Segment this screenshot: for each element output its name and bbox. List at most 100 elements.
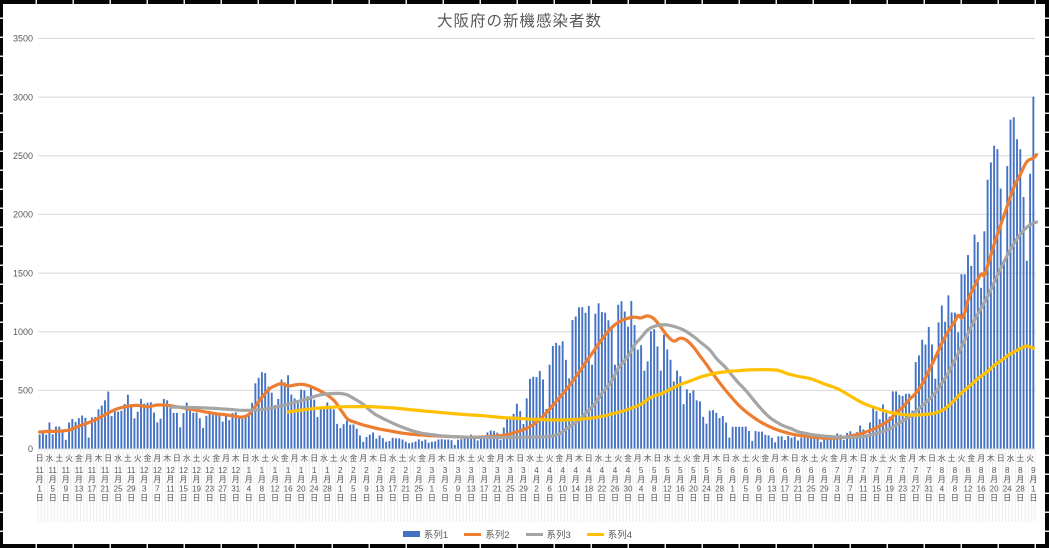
svg-text:金: 金 — [967, 453, 975, 463]
frame-edge-right — [1045, 0, 1049, 548]
svg-text:金: 金 — [212, 453, 220, 463]
chart-title[interactable]: 大阪府の新機感染者数 — [436, 13, 602, 30]
svg-text:月: 月 — [840, 454, 848, 463]
svg-text:日: 日 — [722, 454, 730, 463]
svg-text:土: 土 — [604, 453, 612, 463]
svg-text:日: 日 — [516, 454, 524, 463]
svg-text:3000: 3000 — [13, 92, 33, 102]
svg-text:火: 火 — [614, 454, 622, 463]
svg-text:火: 火 — [820, 454, 828, 463]
svg-text:月: 月 — [153, 454, 161, 463]
svg-text:水: 水 — [526, 453, 534, 463]
svg-text:木: 木 — [163, 453, 171, 463]
legend-swatch-series4 — [586, 532, 604, 536]
legend: 系列1 系列2 系列3 系列4 — [0, 527, 1035, 541]
legend-item-series3[interactable]: 系列3 — [525, 527, 571, 541]
svg-text:水: 水 — [938, 453, 946, 463]
legend-label-series4: 系列4 — [607, 530, 633, 541]
svg-text:火: 火 — [340, 454, 348, 463]
x-axis-date-labels: 11 月 1 日 11 月 5 日 11 月 9 日11 月 13 日 11 月 17 日 11 月 21 日 11 月 25 日 1… — [35, 466, 1037, 503]
svg-text:日: 日 — [379, 454, 387, 463]
svg-text:水: 水 — [251, 453, 259, 463]
svg-text:金: 金 — [75, 453, 83, 463]
svg-text:金: 金 — [349, 453, 357, 463]
svg-text:土: 土 — [467, 453, 475, 463]
svg-text:土: 土 — [399, 453, 407, 463]
legend-swatch-series3 — [525, 532, 543, 536]
svg-text:月: 月 — [85, 454, 93, 463]
svg-text:月: 月 — [703, 454, 711, 463]
svg-text:火: 火 — [958, 454, 966, 463]
svg-text:水: 水 — [1007, 453, 1015, 463]
line-系列2 — [38, 153, 1039, 440]
svg-text:土: 土 — [742, 453, 750, 463]
svg-text:日: 日 — [242, 454, 250, 463]
svg-text:月: 月 — [771, 454, 779, 463]
svg-text:金: 金 — [555, 453, 563, 463]
svg-text:月: 月 — [908, 454, 916, 463]
svg-text:2500: 2500 — [13, 151, 33, 161]
svg-text:日: 日 — [791, 454, 799, 463]
svg-text:0: 0 — [28, 444, 33, 454]
svg-text:土: 土 — [879, 453, 887, 463]
svg-text:水: 水 — [320, 453, 328, 463]
svg-text:3500: 3500 — [13, 34, 33, 44]
svg-text:木: 木 — [300, 453, 308, 463]
svg-text:水: 水 — [732, 453, 740, 463]
svg-text:月: 月 — [428, 454, 436, 463]
svg-text:火: 火 — [65, 454, 73, 463]
svg-text:金: 金 — [830, 453, 838, 463]
legend-item-series4[interactable]: 系列4 — [586, 527, 633, 541]
legend-label-series2: 系列2 — [485, 530, 510, 541]
svg-text:火: 火 — [134, 454, 142, 463]
svg-text:日: 日 — [928, 454, 936, 463]
svg-text:火: 火 — [889, 454, 897, 463]
legend-item-series1[interactable]: 系列1 — [402, 527, 448, 541]
svg-text:日: 日 — [448, 454, 456, 463]
line-系列4 — [286, 344, 1035, 422]
svg-text:土: 土 — [536, 453, 544, 463]
legend-item-series2[interactable]: 系列2 — [464, 527, 510, 541]
legend-label-series3: 系列3 — [546, 530, 571, 541]
category-ticks — [37, 450, 1036, 522]
svg-text:金: 金 — [899, 453, 907, 463]
svg-text:土: 土 — [55, 453, 63, 463]
svg-text:土: 土 — [330, 453, 338, 463]
svg-text:火: 火 — [752, 454, 760, 463]
